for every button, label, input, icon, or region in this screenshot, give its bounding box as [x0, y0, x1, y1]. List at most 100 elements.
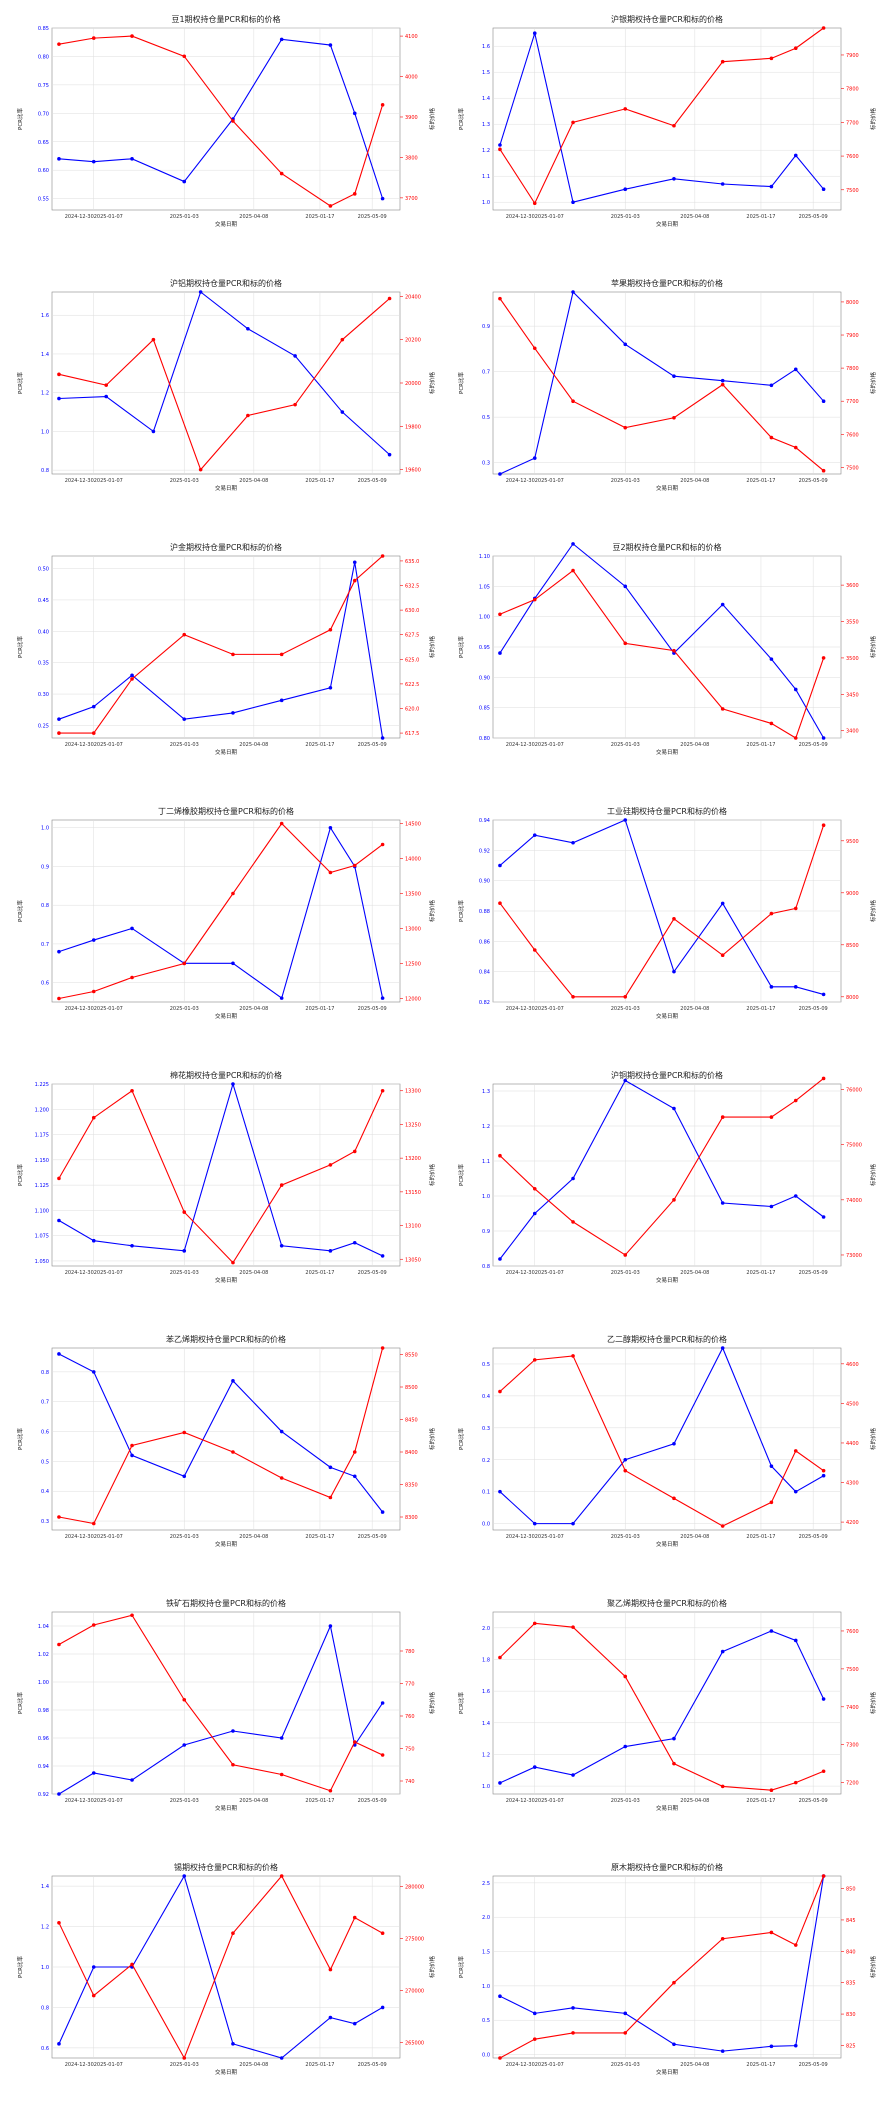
price-series-point: [57, 42, 61, 46]
y-left-tick-label: 1.1: [482, 174, 490, 180]
price-series-point: [91, 989, 96, 994]
x-tick-label: 2024-12-302025-01-07: [65, 1006, 123, 1012]
pcr-series-line: [499, 1346, 824, 1525]
pcr-series-point: [720, 182, 725, 186]
y-left-tick-label: 1.4: [41, 352, 49, 358]
pcr-series-point: [571, 542, 575, 546]
pcr-series-point: [793, 687, 798, 692]
pcr-series-point: [231, 1082, 235, 1086]
y-left-axis-label: PCR比率: [16, 108, 24, 130]
y-left-tick-label: 1.02: [38, 1652, 49, 1658]
price-series-point: [328, 1163, 333, 1167]
y-left-tick-label: 0.95: [479, 645, 490, 651]
price-series-point: [57, 731, 61, 735]
y-right-tick-label: 4400: [846, 1441, 859, 1447]
pcr-series-point: [498, 651, 502, 655]
price-series-point: [279, 1183, 284, 1187]
y-left-tick-label: 0.3: [41, 1519, 49, 1525]
y-right-tick-label: 8400: [405, 1450, 418, 1456]
x-tick-label: 2025-04-08: [239, 214, 268, 220]
y-right-tick-label: 825: [846, 2043, 856, 2049]
x-tick-label: 2025-05-09: [358, 214, 387, 220]
x-tick-label: 2025-01-17: [305, 214, 334, 220]
pcr-series-point: [498, 143, 502, 147]
pcr-series-point: [821, 399, 826, 403]
x-tick-label: 2025-01-17: [746, 2062, 775, 2068]
y-right-tick-label: 4300: [846, 1481, 859, 1487]
y-left-tick-label: 0.92: [38, 1792, 49, 1798]
price-series-point: [91, 731, 96, 735]
pcr-series-point: [498, 472, 502, 476]
y-right-tick-label: 7200: [846, 1781, 859, 1787]
pcr-series-point: [182, 1474, 187, 1479]
x-tick-label: 2025-05-09: [799, 1006, 828, 1012]
x-axis-label: 交易日期: [215, 1540, 238, 1548]
y-left-tick-label: 1.2: [41, 1925, 49, 1931]
y-right-tick-label: 7400: [846, 1705, 859, 1711]
pcr-series-point: [279, 37, 284, 42]
price-series-point: [340, 337, 345, 342]
y-left-tick-label: 0.94: [38, 1764, 49, 1770]
plot-frame: [492, 291, 842, 475]
pcr-series-point: [352, 1240, 357, 1245]
x-tick-label: 2025-01-17: [746, 742, 775, 748]
pcr-series-point: [380, 736, 385, 740]
price-series-line: [499, 298, 824, 472]
price-series-point: [182, 1210, 187, 1214]
y-left-tick-label: 0.60: [38, 168, 49, 174]
pcr-series-point: [793, 2043, 798, 2048]
y-right-tick-label: 3400: [846, 729, 859, 735]
chart-svg: 2024-12-302025-01-07 2025-01-03 2025-04-08…: [457, 1862, 877, 2076]
price-series-point: [352, 578, 357, 583]
x-tick-label: 2025-01-17: [746, 478, 775, 484]
pcr-series-point: [279, 1429, 284, 1434]
price-series-point: [57, 1176, 61, 1181]
y-right-tick-label: 8000: [846, 995, 859, 1001]
price-series-line: [499, 1078, 824, 1256]
pcr-series-line: [499, 31, 825, 203]
pcr-series-point: [769, 1629, 774, 1633]
price-series-point: [821, 1076, 826, 1081]
chart-title: 锡期权持仓量PCR和标的价格: [174, 1862, 278, 1872]
y-right-tick-label: 3550: [846, 620, 859, 626]
x-tick-label: 2025-01-17: [746, 1006, 775, 1012]
price-series-point: [231, 1931, 235, 1935]
price-series-point: [498, 296, 502, 301]
y-left-tick-label: 0.5: [482, 1362, 490, 1368]
y-left-tick-label: 0.8: [482, 1264, 490, 1270]
price-series-point: [769, 1500, 774, 1505]
y-left-tick-label: 0.3: [482, 461, 490, 467]
x-tick-label: 2025-04-08: [680, 1534, 709, 1540]
pcr-series-line: [58, 1082, 383, 1257]
y-left-tick-label: 0.88: [479, 909, 490, 915]
price-series-point: [672, 1198, 676, 1202]
y-right-tick-label: 3800: [405, 155, 418, 161]
x-tick-label: 2024-12-302025-01-07: [65, 1270, 123, 1276]
price-series-point: [623, 1674, 628, 1679]
chart-title: 豆2期权持仓量PCR和标的价格: [612, 542, 721, 552]
y-left-tick-label: 0.80: [479, 736, 490, 742]
pcr-series-point: [769, 1464, 774, 1468]
y-right-tick-label: 3600: [846, 583, 859, 589]
y-right-tick-label: 13500: [405, 892, 421, 898]
pcr-series-point: [672, 1736, 676, 1741]
y-left-tick-label: 0.0: [482, 2053, 490, 2059]
chart-panel: 2024-12-302025-01-07 2025-01-03 2025-04-08…: [0, 1056, 441, 1320]
y-right-tick-label: 750: [405, 1747, 415, 1753]
pcr-series-point: [130, 1778, 134, 1782]
x-tick-label: 2025-01-17: [746, 1798, 775, 1804]
pcr-series-point: [198, 290, 203, 294]
x-axis-label: 交易日期: [656, 748, 679, 756]
price-series-point: [793, 445, 798, 450]
price-series-point: [571, 1220, 575, 1224]
price-series-point: [352, 1450, 357, 1454]
y-left-tick-label: 0.92: [479, 848, 490, 854]
x-tick-label: 2024-12-302025-01-07: [65, 742, 123, 748]
chart-title: 沪铜期权持仓量PCR和标的价格: [611, 1070, 723, 1080]
x-tick-label: 2025-05-09: [358, 1006, 387, 1012]
y-left-tick-label: 0.84: [479, 970, 490, 976]
y-left-tick-label: 0.3: [482, 1426, 490, 1432]
pcr-series-point: [769, 1204, 774, 1209]
pcr-series-point: [720, 1201, 725, 1205]
